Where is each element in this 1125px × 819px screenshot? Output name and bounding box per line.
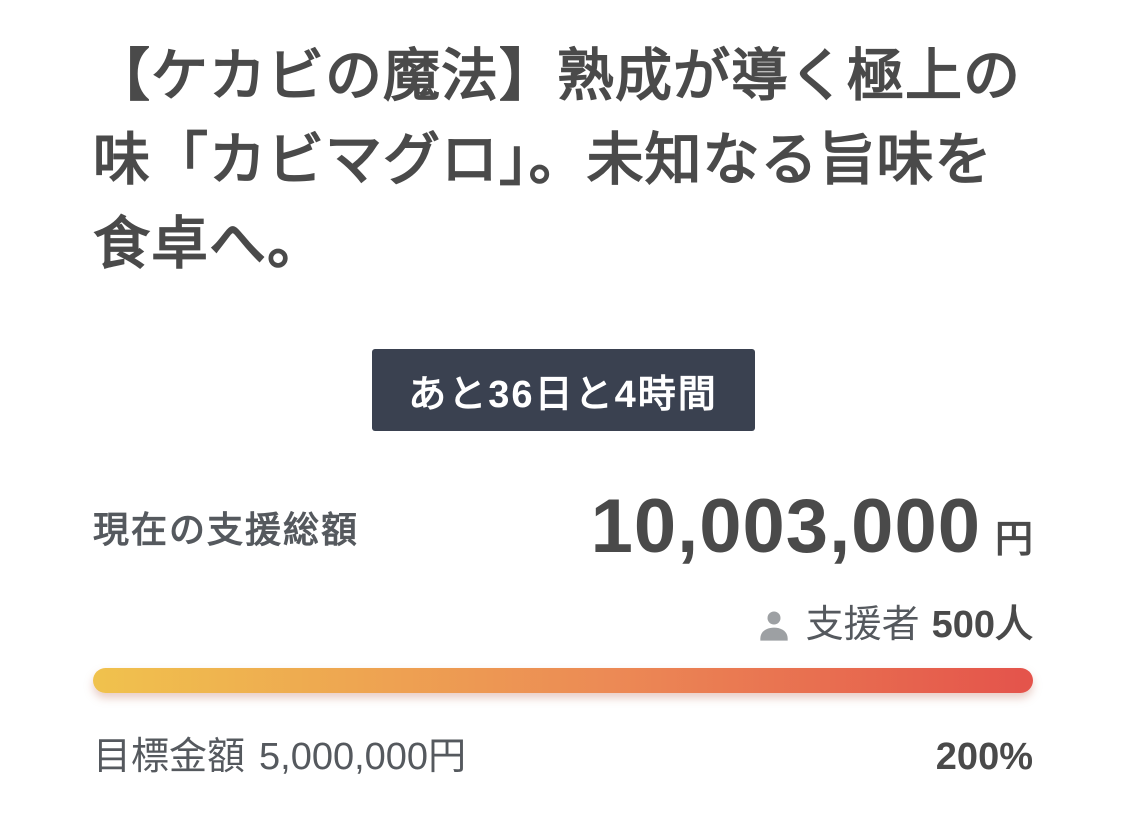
person-icon bbox=[754, 606, 794, 646]
goal-info: 目標金額 5,000,000円 bbox=[93, 725, 466, 780]
goal-label: 目標金額 bbox=[93, 735, 246, 778]
time-remaining-badge: あと36日と4時間 bbox=[371, 349, 755, 431]
achievement-percent: 200% bbox=[935, 735, 1033, 778]
project-title: 【ケカビの魔法】熟成が導く極上の味「カビマグロ」。未知なる旨味を食卓へ。 bbox=[93, 44, 1021, 276]
current-amount-value: 10,003,000 円 bbox=[591, 489, 1033, 565]
current-amount-row: 現在の支援総額 10,003,000 円 bbox=[93, 489, 1033, 565]
goal-row: 目標金額 5,000,000円 200% bbox=[93, 725, 1033, 780]
goal-amount: 5,000,000円 bbox=[259, 735, 467, 778]
supporters-row: 支援者 500人 bbox=[93, 603, 1033, 649]
countdown-badge-row: あと36日と4時間 bbox=[93, 349, 1033, 431]
progress-bar bbox=[93, 667, 1033, 693]
progress-bar-fill bbox=[93, 667, 1033, 693]
supporters-value: 500人 bbox=[931, 604, 1033, 646]
current-amount-number: 10,003,000 bbox=[590, 484, 981, 569]
currency-unit: 円 bbox=[994, 519, 1033, 561]
supporters-label: 支援者 bbox=[805, 604, 920, 646]
current-amount-label: 現在の支援総額 bbox=[93, 509, 360, 550]
